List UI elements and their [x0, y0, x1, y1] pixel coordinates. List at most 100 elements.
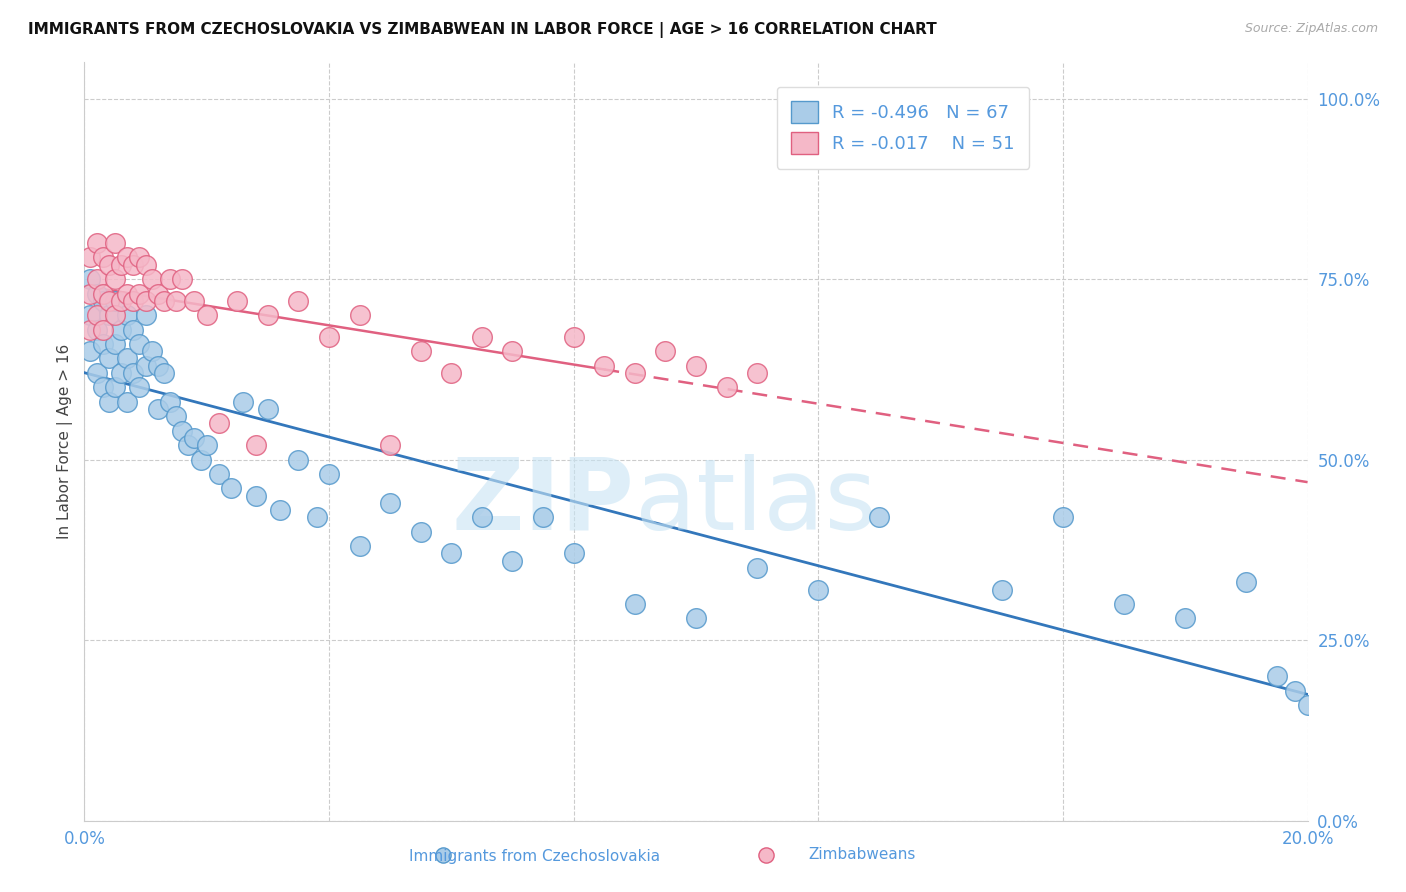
Point [122, 293, 145, 308]
Point [1296, 698, 1319, 712]
Point [86, 323, 108, 337]
Point [97, 351, 120, 366]
Point [624, 366, 647, 380]
Point [104, 308, 127, 322]
Point [135, 258, 157, 272]
Point [146, 359, 169, 373]
Point [91, 323, 114, 337]
Point [165, 409, 187, 424]
Text: Source: ZipAtlas.com: Source: ZipAtlas.com [1244, 22, 1378, 36]
Point [141, 272, 163, 286]
Point [110, 366, 132, 380]
Point [183, 293, 205, 308]
Point [91, 286, 114, 301]
Point [869, 510, 891, 524]
Point [91, 251, 114, 265]
Point [807, 582, 830, 597]
Point [159, 394, 181, 409]
Point [97, 293, 120, 308]
Point [502, 344, 524, 359]
Point [208, 417, 231, 431]
Point [115, 251, 138, 265]
Point [593, 359, 616, 373]
Point [380, 438, 402, 452]
Point [1114, 597, 1136, 611]
Text: Immigrants from Czechoslovakia: Immigrants from Czechoslovakia [409, 849, 659, 863]
Legend: R = -0.496   N = 67, R = -0.017    N = 51: R = -0.496 N = 67, R = -0.017 N = 51 [776, 87, 1029, 169]
Y-axis label: In Labor Force | Age > 16: In Labor Force | Age > 16 [58, 344, 73, 539]
Text: ZIP: ZIP [451, 454, 636, 550]
Point [86, 366, 108, 380]
Point [287, 293, 309, 308]
Point [502, 554, 524, 568]
Text: IMMIGRANTS FROM CZECHOSLOVAKIA VS ZIMBABWEAN IN LABOR FORCE | AGE > 16 CORRELATI: IMMIGRANTS FROM CZECHOSLOVAKIA VS ZIMBAB… [28, 22, 936, 38]
Point [91, 380, 114, 394]
Point [122, 323, 145, 337]
Point [104, 337, 127, 351]
Point [79, 308, 101, 322]
Point [305, 510, 328, 524]
Point [257, 308, 280, 322]
Point [195, 308, 218, 322]
Point [86, 308, 108, 322]
Point [104, 235, 127, 250]
Point [685, 611, 707, 625]
Point [86, 272, 108, 286]
Point [1265, 669, 1288, 683]
Point [91, 293, 114, 308]
Point [409, 344, 432, 359]
Point [531, 510, 554, 524]
Point [269, 503, 291, 517]
Point [115, 286, 138, 301]
Point [747, 366, 769, 380]
Point [128, 380, 150, 394]
Point [1284, 683, 1306, 698]
Point [747, 561, 769, 575]
Point [172, 272, 194, 286]
Point [79, 323, 101, 337]
Point [245, 438, 267, 452]
Point [128, 251, 150, 265]
Point [122, 258, 145, 272]
Point [97, 258, 120, 272]
Point [97, 394, 120, 409]
Point [195, 438, 218, 452]
Point [146, 402, 169, 417]
Point [128, 286, 150, 301]
Point [349, 539, 371, 553]
Text: atlas: atlas [636, 454, 876, 550]
Point [146, 286, 169, 301]
Point [562, 330, 585, 344]
Point [86, 286, 108, 301]
Text: Zimbabweans: Zimbabweans [808, 847, 915, 862]
Point [115, 394, 138, 409]
Point [86, 235, 108, 250]
Point [232, 394, 254, 409]
Point [79, 344, 101, 359]
Point [716, 380, 738, 394]
Point [349, 308, 371, 322]
Point [257, 402, 280, 417]
Point [318, 330, 340, 344]
Point [562, 546, 585, 560]
Point [183, 431, 205, 445]
Point [440, 546, 463, 560]
Point [91, 337, 114, 351]
Point [440, 366, 463, 380]
Point [177, 438, 200, 452]
Point [165, 293, 187, 308]
Point [409, 524, 432, 539]
Point [104, 272, 127, 286]
Point [122, 366, 145, 380]
Point [432, 847, 454, 862]
Point [110, 258, 132, 272]
Point [1052, 510, 1074, 524]
Point [79, 286, 101, 301]
Point [115, 308, 138, 322]
Point [471, 510, 494, 524]
Point [110, 293, 132, 308]
Point [624, 597, 647, 611]
Point [226, 293, 249, 308]
Point [110, 323, 132, 337]
Point [104, 380, 127, 394]
